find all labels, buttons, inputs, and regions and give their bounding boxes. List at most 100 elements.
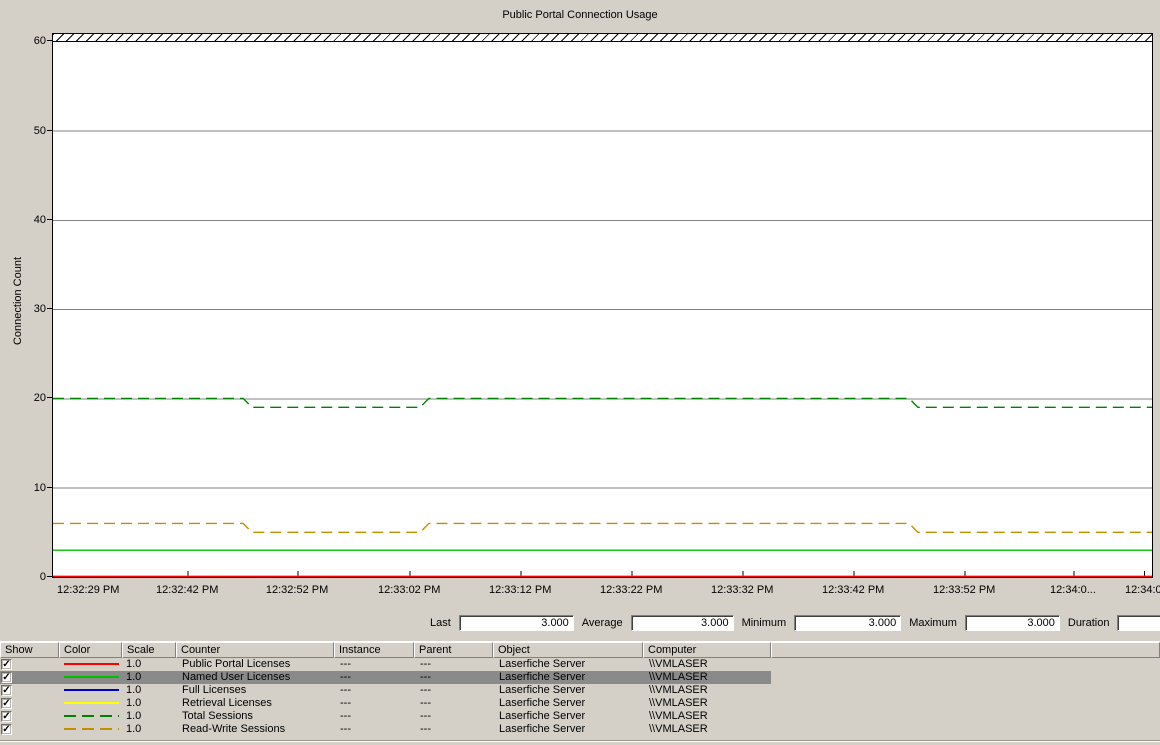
x-axis-tick-label: 12:33:52 PM xyxy=(932,584,996,596)
y-axis-title: Connection Count xyxy=(12,256,24,346)
legend-cell-instance: --- xyxy=(340,684,351,696)
stat-label-maximum: Maximum xyxy=(909,616,957,629)
legend-cell-scale: 1.0 xyxy=(126,723,142,735)
legend-cell-object: Laserfiche Server xyxy=(499,671,586,683)
stat-value-minimum: 3.000 xyxy=(794,614,902,631)
legend-cell-counter: Full Licenses xyxy=(182,684,247,696)
legend-header-object: Object xyxy=(493,642,643,658)
chart-plot-area xyxy=(52,33,1153,578)
y-axis-tick-label: 0 xyxy=(39,570,46,583)
legend-cell-computer: \\VMLASER xyxy=(649,723,708,735)
legend-header-spacer xyxy=(771,642,1160,658)
x-axis-tick-label: 12:34:0 xyxy=(1124,584,1160,596)
legend-cell-object: Laserfiche Server xyxy=(499,658,586,670)
legend-row-public-portal-licenses[interactable]: ✓ 1.0 Public Portal Licenses --- --- Laserfic… xyxy=(0,658,771,671)
x-axis-tick-label: 12:32:29 PM xyxy=(57,584,120,596)
legend-cell-computer: \\VMLASER xyxy=(649,671,708,683)
legend-cell-parent: --- xyxy=(420,671,431,683)
show-checkbox[interactable]: ✓ xyxy=(1,711,12,722)
legend-cell-instance: --- xyxy=(340,723,351,735)
stat-value-average: 3.000 xyxy=(630,614,734,631)
x-axis-tick-label: 12:34:0... xyxy=(1050,584,1096,596)
legend-cell-instance: --- xyxy=(340,697,351,709)
legend-cell-instance: --- xyxy=(340,658,351,670)
legend-cell-scale: 1.0 xyxy=(126,697,142,709)
y-axis-tick-mark xyxy=(47,218,52,220)
stat-value-duration xyxy=(1117,614,1160,631)
show-checkbox[interactable]: ✓ xyxy=(1,685,12,696)
color-swatch xyxy=(64,728,119,730)
legend-cell-computer: \\VMLASER xyxy=(649,697,708,709)
x-axis-tick-label: 12:33:22 PM xyxy=(599,584,663,596)
legend-rows: ✓ 1.0 Public Portal Licenses --- --- Laserfic… xyxy=(0,658,1160,736)
x-axis-tick-label: 12:33:02 PM xyxy=(377,584,441,596)
x-axis-tick-label: 12:32:42 PM xyxy=(155,584,219,596)
legend-header-color: Color xyxy=(59,642,122,658)
color-swatch xyxy=(64,689,119,691)
legend-cell-parent: --- xyxy=(420,697,431,709)
top-hatch-band xyxy=(53,34,1152,42)
legend-cell-parent: --- xyxy=(420,684,431,696)
legend-header-computer: Computer xyxy=(643,642,771,658)
legend-row-full-licenses[interactable]: ✓ 1.0 Full Licenses --- --- Laserfiche Server… xyxy=(0,684,771,697)
legend-row-total-sessions[interactable]: ✓ 1.0 Total Sessions --- --- Laserfiche Serve… xyxy=(0,710,771,723)
stat-label-duration: Duration xyxy=(1067,616,1110,629)
legend-header-row: Show Color Scale Counter Instance Parent Objec… xyxy=(0,641,1160,658)
legend-header-scale: Scale xyxy=(122,642,176,658)
legend-cell-computer: \\VMLASER xyxy=(649,684,708,696)
series-line-total-sessions xyxy=(53,397,1152,409)
y-axis-tick-mark xyxy=(47,129,52,131)
y-axis-tick-label: 10 xyxy=(33,481,46,494)
legend-cell-object: Laserfiche Server xyxy=(499,684,586,696)
color-swatch xyxy=(64,676,119,678)
legend-cell-object: Laserfiche Server xyxy=(499,723,586,735)
legend-cell-object: Laserfiche Server xyxy=(499,710,586,722)
legend-cell-instance: --- xyxy=(340,671,351,683)
legend-bottom-divider xyxy=(0,740,1160,742)
y-axis-tick-label: 60 xyxy=(33,35,46,48)
legend-cell-parent: --- xyxy=(420,658,431,670)
show-checkbox[interactable]: ✓ xyxy=(1,672,12,683)
y-axis-tick-mark xyxy=(47,486,52,488)
legend-cell-object: Laserfiche Server xyxy=(499,697,586,709)
chart-series-canvas xyxy=(53,130,1152,577)
legend-cell-parent: --- xyxy=(420,710,431,722)
show-checkbox[interactable]: ✓ xyxy=(1,724,12,735)
legend-cell-computer: \\VMLASER xyxy=(649,710,708,722)
show-checkbox[interactable]: ✓ xyxy=(1,698,12,709)
legend-cell-scale: 1.0 xyxy=(126,684,142,696)
x-axis-tick-label: 12:33:32 PM xyxy=(710,584,774,596)
y-axis-tick-label: 40 xyxy=(33,213,46,226)
stat-label-last: Last xyxy=(430,616,451,629)
y-axis-tick-mark xyxy=(47,308,52,310)
legend-header-show: Show xyxy=(0,642,59,658)
legend-row-retrieval-licenses[interactable]: ✓ 1.0 Retrieval Licenses --- --- Laserfiche S… xyxy=(0,697,771,710)
x-axis-tick-label: 12:32:52 PM xyxy=(265,584,329,596)
legend-header-instance: Instance xyxy=(334,642,414,658)
chart-title: Public Portal Connection Usage xyxy=(502,9,658,21)
stat-value-last: 3.000 xyxy=(458,614,574,631)
y-axis-tick-label: 30 xyxy=(33,303,46,316)
legend-cell-computer: \\VMLASER xyxy=(649,658,708,670)
x-axis-tick-label: 12:33:12 PM xyxy=(488,584,552,596)
legend-cell-scale: 1.0 xyxy=(126,671,142,683)
counter-legend-table: Show Color Scale Counter Instance Parent Objec… xyxy=(0,641,1160,736)
legend-cell-scale: 1.0 xyxy=(126,710,142,722)
legend-cell-counter: Named User Licenses xyxy=(182,671,291,683)
legend-header-counter: Counter xyxy=(176,642,334,658)
y-axis-tick-mark xyxy=(47,575,52,577)
y-axis-tick-label: 50 xyxy=(33,124,46,137)
color-swatch xyxy=(64,702,119,704)
legend-cell-counter: Total Sessions xyxy=(182,710,253,722)
legend-header-parent: Parent xyxy=(414,642,493,658)
counter-stats-bar: Last 3.000 Average 3.000 Minimum 3.000 Maximum… xyxy=(430,614,1160,631)
legend-row-named-user-licenses[interactable]: ✓ 1.0 Named User Licenses --- --- Laserfiche … xyxy=(0,671,771,684)
legend-cell-counter: Retrieval Licenses xyxy=(182,697,272,709)
legend-row-read-write-sessions[interactable]: ✓ 1.0 Read-Write Sessions --- --- Laserfiche … xyxy=(0,723,771,736)
series-line-read-write-sessions xyxy=(53,522,1152,534)
legend-cell-scale: 1.0 xyxy=(126,658,142,670)
show-checkbox[interactable]: ✓ xyxy=(1,659,12,670)
legend-cell-counter: Public Portal Licenses xyxy=(182,658,291,670)
y-axis-tick-label: 20 xyxy=(33,392,46,405)
